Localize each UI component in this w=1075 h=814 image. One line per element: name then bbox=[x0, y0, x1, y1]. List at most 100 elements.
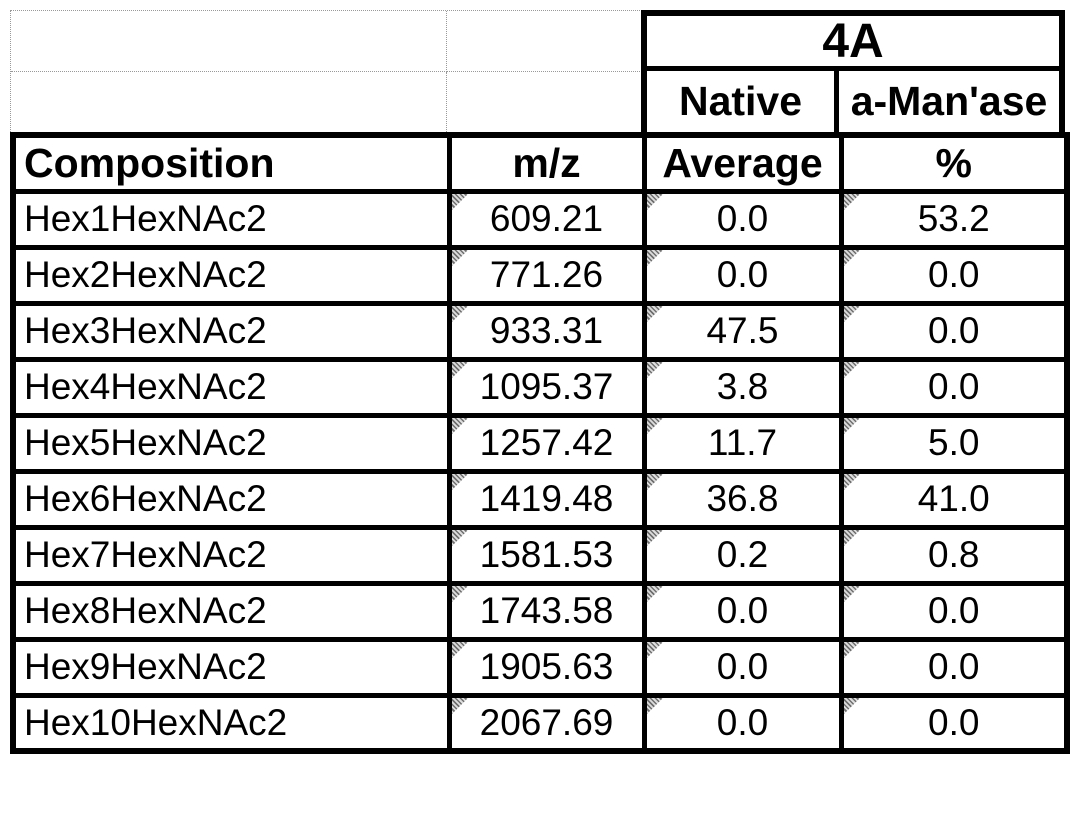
native-average-cell: 47.5 bbox=[641, 300, 844, 362]
mz-cell: 2067.69 bbox=[446, 692, 647, 754]
cell-value: 1743.58 bbox=[479, 590, 614, 631]
cell-corner-indicator-icon bbox=[454, 476, 469, 491]
amanase-percent-cell: 0.0 bbox=[838, 692, 1070, 754]
cell-value: Hex5HexNAc2 bbox=[24, 422, 267, 463]
cell-value: 1419.48 bbox=[479, 478, 614, 519]
cell-value: 0.8 bbox=[928, 534, 980, 575]
amanase-percent-cell: 0.0 bbox=[838, 356, 1070, 418]
amanase-percent-cell: 5.0 bbox=[838, 412, 1070, 474]
cell-value: 36.8 bbox=[706, 478, 779, 519]
composition-cell: Hex9HexNAc2 bbox=[10, 636, 452, 698]
amanase-percent-cell: 0.0 bbox=[838, 244, 1070, 306]
composition-cell: Hex3HexNAc2 bbox=[10, 300, 452, 362]
column-header-mz: m/z bbox=[446, 132, 647, 194]
cell-corner-indicator-icon bbox=[649, 364, 664, 379]
cell-corner-indicator-icon bbox=[454, 252, 469, 267]
native-average-cell: 0.2 bbox=[641, 524, 844, 586]
table-row: Hex9HexNAc2 1905.63 0.0 0.0 bbox=[10, 636, 1070, 698]
composition-cell: Hex6HexNAc2 bbox=[10, 468, 452, 530]
empty-spreadsheet-cell bbox=[11, 72, 447, 132]
cell-corner-indicator-icon bbox=[454, 196, 469, 211]
mz-cell: 1257.42 bbox=[446, 412, 647, 474]
cell-value: Hex1HexNAc2 bbox=[24, 198, 267, 239]
native-average-cell: 36.8 bbox=[641, 468, 844, 530]
cell-value: 0.0 bbox=[716, 646, 769, 687]
cell-value: 1257.42 bbox=[479, 422, 614, 463]
cell-corner-indicator-icon bbox=[649, 308, 664, 323]
cell-value: 0.0 bbox=[928, 646, 980, 687]
table-row: Hex4HexNAc2 1095.37 3.8 0.0 bbox=[10, 356, 1070, 418]
empty-grid-area bbox=[10, 10, 642, 132]
cell-value: 1095.37 bbox=[479, 366, 614, 407]
cell-value: 0.0 bbox=[716, 198, 769, 239]
cell-corner-indicator-icon bbox=[454, 308, 469, 323]
mz-cell: 1581.53 bbox=[446, 524, 647, 586]
cell-corner-indicator-icon bbox=[846, 308, 861, 323]
cell-value: Hex2HexNAc2 bbox=[24, 254, 267, 295]
cell-corner-indicator-icon bbox=[454, 644, 469, 659]
sample-group-header: 4A bbox=[647, 15, 1059, 71]
mz-cell: 1419.48 bbox=[446, 468, 647, 530]
subheader-amanase: a-Man'ase bbox=[850, 78, 1048, 124]
cell-value: Hex8HexNAc2 bbox=[24, 590, 267, 631]
composition-cell: Hex1HexNAc2 bbox=[10, 188, 452, 250]
composition-cell: Hex2HexNAc2 bbox=[10, 244, 452, 306]
native-average-cell: 0.0 bbox=[641, 636, 844, 698]
cell-corner-indicator-icon bbox=[649, 532, 664, 547]
table-header-row: Composition m/z Average % bbox=[10, 132, 1070, 194]
empty-spreadsheet-cell bbox=[447, 11, 642, 72]
cell-corner-indicator-icon bbox=[649, 252, 664, 267]
cell-corner-indicator-icon bbox=[846, 196, 861, 211]
native-average-cell: 0.0 bbox=[641, 692, 844, 754]
native-average-cell: 0.0 bbox=[641, 580, 844, 642]
mz-cell: 933.31 bbox=[446, 300, 647, 362]
table-row: Hex2HexNAc2 771.26 0.0 0.0 bbox=[10, 244, 1070, 306]
cell-corner-indicator-icon bbox=[846, 532, 861, 547]
cell-value: 0.0 bbox=[928, 310, 980, 351]
composition-cell: Hex10HexNAc2 bbox=[10, 692, 452, 754]
cell-corner-indicator-icon bbox=[649, 476, 664, 491]
cell-value: Hex10HexNAc2 bbox=[24, 701, 288, 743]
amanase-percent-cell: 0.0 bbox=[838, 636, 1070, 698]
mz-cell: 1743.58 bbox=[446, 580, 647, 642]
table-row: Hex8HexNAc2 1743.58 0.0 0.0 bbox=[10, 580, 1070, 642]
table-row: Hex1HexNAc2 609.21 0.0 53.2 bbox=[10, 188, 1070, 250]
cell-value: 0.0 bbox=[928, 590, 980, 631]
cell-value: 2067.69 bbox=[479, 701, 614, 743]
amanase-percent-cell: 53.2 bbox=[838, 188, 1070, 250]
cell-value: Hex3HexNAc2 bbox=[24, 310, 267, 351]
amanase-percent-cell: 41.0 bbox=[838, 468, 1070, 530]
cell-value: 609.21 bbox=[489, 198, 604, 239]
cell-value: 0.0 bbox=[716, 254, 769, 295]
cell-value: Hex4HexNAc2 bbox=[24, 366, 267, 407]
sample-group-header-block: 4A Native a-Man'ase bbox=[641, 10, 1065, 132]
cell-value: 41.0 bbox=[917, 478, 990, 519]
mz-cell: 609.21 bbox=[446, 188, 647, 250]
table-row: Hex3HexNAc2 933.31 47.5 0.0 bbox=[10, 300, 1070, 362]
cell-value: 11.7 bbox=[707, 422, 778, 463]
cell-value: Hex6HexNAc2 bbox=[24, 478, 267, 519]
cell-value: 771.26 bbox=[489, 254, 604, 295]
mz-cell: 1095.37 bbox=[446, 356, 647, 418]
cell-corner-indicator-icon bbox=[454, 588, 469, 603]
cell-corner-indicator-icon bbox=[454, 532, 469, 547]
cell-corner-indicator-icon bbox=[649, 420, 664, 435]
cell-value: 47.5 bbox=[706, 310, 779, 351]
composition-cell: Hex7HexNAc2 bbox=[10, 524, 452, 586]
cell-value: 0.0 bbox=[928, 366, 980, 407]
cell-value: 0.2 bbox=[716, 534, 769, 575]
table-row: Hex5HexNAc2 1257.42 11.7 5.0 bbox=[10, 412, 1070, 474]
native-average-cell: 11.7 bbox=[641, 412, 844, 474]
cell-corner-indicator-icon bbox=[846, 644, 861, 659]
table-row: Hex7HexNAc2 1581.53 0.2 0.8 bbox=[10, 524, 1070, 586]
amanase-percent-cell: 0.8 bbox=[838, 524, 1070, 586]
cell-corner-indicator-icon bbox=[454, 700, 469, 715]
cell-corner-indicator-icon bbox=[846, 252, 861, 267]
native-average-cell: 0.0 bbox=[641, 244, 844, 306]
amanase-percent-cell: 0.0 bbox=[838, 300, 1070, 362]
cell-value: Hex7HexNAc2 bbox=[24, 534, 267, 575]
cell-corner-indicator-icon bbox=[454, 420, 469, 435]
cell-corner-indicator-icon bbox=[454, 364, 469, 379]
table-body: Hex1HexNAc2 609.21 0.0 53.2 Hex2HexNAc2 771.2… bbox=[10, 188, 1070, 754]
